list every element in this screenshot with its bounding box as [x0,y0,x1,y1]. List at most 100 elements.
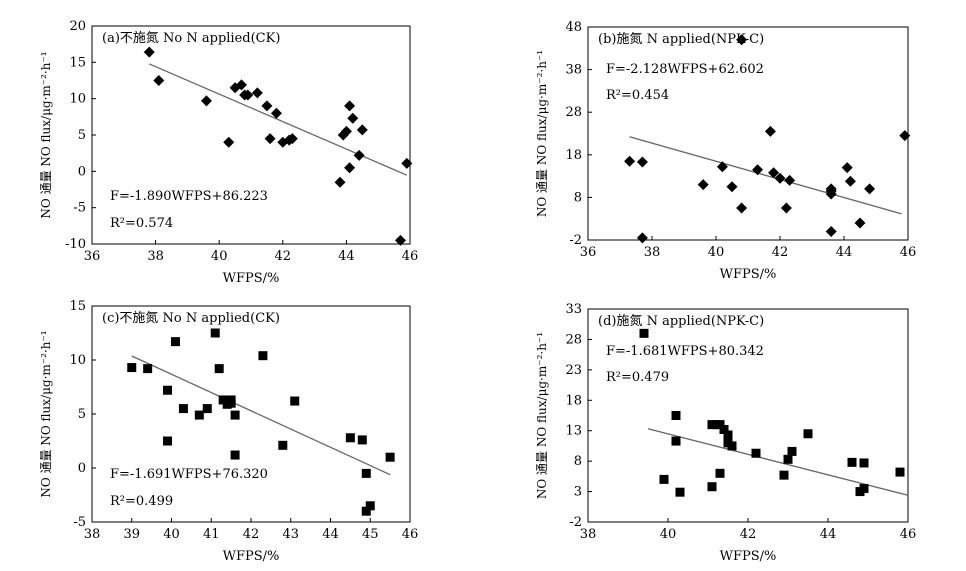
y-tick-label: 38 [565,63,582,78]
y-tick-label: -2 [569,515,582,530]
data-point [764,125,776,137]
data-point [270,107,282,119]
regression-line [647,428,909,496]
data-point [841,162,853,174]
data-point [715,468,725,478]
y-tick-label: 10 [69,92,86,107]
data-point [261,100,273,112]
x-tick-label: 42 [275,249,292,264]
x-tick-label: 40 [660,527,677,542]
y-tick-label: 20 [69,19,86,34]
r-squared-label: R²=0.499 [110,494,173,509]
x-tick-label: 44 [338,249,355,264]
data-point [624,155,636,167]
data-point [194,410,204,420]
data-point [675,487,685,497]
x-tick-label: 36 [84,249,101,264]
x-tick-label: 43 [282,527,299,542]
y-tick-label: 10 [69,353,86,368]
panel-c: (c)不施氮 No N applied(CK) WFPS/% NO 通量 NO … [39,299,418,564]
x-tick-label: 46 [402,527,419,542]
y-axis-label: NO 通量 NO flux/μg·m⁻²·h⁻¹ [535,50,549,217]
data-point [825,188,837,200]
data-point [143,46,155,58]
data-point [671,436,681,446]
y-tick-label: 13 [565,424,582,439]
x-tick-label: 41 [203,527,220,542]
regression-line [131,355,391,476]
data-point [787,446,797,456]
y-tick-label: 15 [69,55,86,70]
panel-d: (d)施氮 N applied(NPK-C) WFPS/% NO 通量 NO f… [535,302,916,564]
y-tick-label: -5 [73,201,86,216]
data-point [230,450,240,460]
data-point [127,363,137,373]
data-point [671,411,681,420]
data-point [895,467,905,477]
y-tick-label: 23 [565,363,582,378]
data-point [278,440,288,450]
panel-a: (a)不施氮 No N applied(CK) WFPS/% NO 通量 NO … [39,19,418,286]
data-point [780,202,792,214]
y-tick-label: 3 [574,485,582,500]
x-tick-label: 46 [900,527,917,542]
data-point [353,149,365,161]
data-point [365,501,375,511]
x-tick-label: 38 [84,527,101,542]
x-tick-label: 44 [322,527,339,542]
data-point [899,130,911,142]
data-point [707,482,717,492]
data-point [163,385,173,395]
data-point [803,429,813,439]
data-point [258,351,268,361]
panel-b: (b)施氮 N applied(NPK-C) WFPS/% NO 通量 NO f… [535,20,916,282]
data-point [264,133,276,145]
x-tick-label: 45 [362,527,379,542]
x-tick-label: 38 [147,249,164,264]
data-point [716,161,728,173]
r-squared-label: R²=0.574 [110,216,173,231]
data-point [723,430,733,440]
data-point [715,420,725,430]
data-point [784,174,796,186]
data-point [210,328,220,338]
data-point [163,436,173,446]
data-point [242,89,254,101]
data-point [736,34,748,46]
x-axis-label: WFPS/% [720,267,777,282]
y-tick-label: -5 [73,515,86,530]
x-axis-label: WFPS/% [223,271,280,286]
x-tick-label: 38 [644,245,661,260]
regression-equation: F=-1.681WFPS+80.342 [606,344,764,359]
x-tick-label: 40 [163,527,180,542]
chart-title: (b)施氮 N applied(NPK-C) [598,32,764,47]
chart-title: (d)施氮 N applied(NPK-C) [598,314,764,329]
y-tick-label: -10 [65,237,86,252]
data-point [356,124,368,136]
data-point [286,133,298,145]
y-tick-label: 0 [78,164,86,179]
data-point [779,470,789,480]
x-tick-label: 36 [580,245,597,260]
y-tick-label: 5 [78,128,86,143]
data-point [726,181,738,193]
data-point [719,424,729,434]
data-point [636,232,648,244]
data-point [226,395,236,405]
y-tick-label: 15 [69,299,86,314]
data-point [170,337,180,347]
y-axis-label: NO 通量 NO flux/μg·m⁻²·h⁻¹ [39,330,53,497]
y-axis-label: NO 通量 NO flux/μg·m⁻²·h⁻¹ [39,51,53,218]
data-point [774,172,786,184]
data-point [697,179,709,191]
x-tick-label: 46 [900,245,917,260]
y-tick-label: 33 [565,302,582,317]
y-tick-label: -2 [569,233,582,248]
data-point [178,404,188,414]
x-tick-label: 44 [836,245,853,260]
data-point [859,458,869,468]
y-tick-label: 5 [78,407,86,422]
plot-frame [91,305,411,523]
data-point [783,454,793,464]
data-point [153,75,165,86]
